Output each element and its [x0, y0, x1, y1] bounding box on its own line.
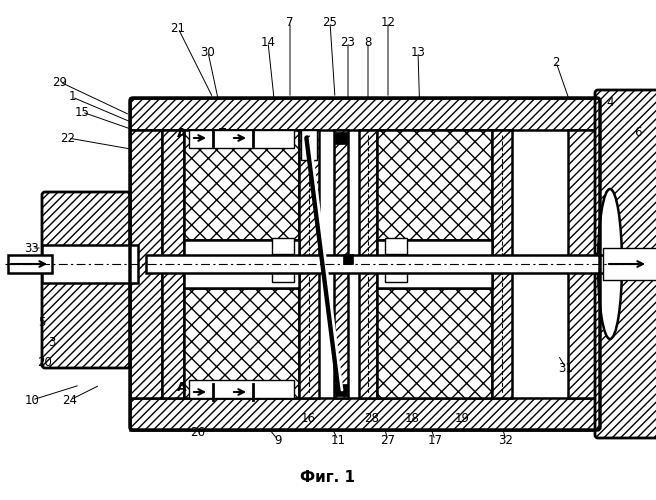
Text: 24: 24: [62, 394, 77, 406]
Text: 3: 3: [49, 336, 56, 348]
Text: 2: 2: [552, 56, 560, 68]
Bar: [492, 130, 512, 398]
Bar: [130, 98, 600, 430]
Text: 15: 15: [75, 106, 89, 118]
Bar: [184, 288, 299, 398]
Bar: [130, 398, 600, 430]
Text: 29: 29: [52, 76, 68, 88]
Bar: [162, 130, 184, 398]
Bar: [130, 98, 600, 130]
Text: 11: 11: [331, 434, 346, 446]
FancyBboxPatch shape: [595, 90, 656, 438]
Text: 33: 33: [25, 242, 39, 254]
Bar: [272, 266, 294, 282]
Text: 9: 9: [274, 434, 281, 446]
Text: Б: Б: [218, 381, 227, 394]
Bar: [146, 255, 656, 273]
Text: 25: 25: [323, 16, 337, 28]
Bar: [385, 266, 407, 282]
Text: 20: 20: [37, 356, 52, 368]
Bar: [343, 254, 353, 264]
Text: 14: 14: [260, 36, 276, 49]
Text: А: А: [177, 127, 187, 140]
Text: А: А: [177, 381, 187, 394]
Text: 27: 27: [380, 434, 396, 446]
Text: 10: 10: [24, 394, 39, 406]
Bar: [359, 130, 377, 398]
Text: 13: 13: [411, 46, 426, 59]
Bar: [595, 255, 656, 273]
Bar: [334, 130, 348, 398]
Bar: [603, 248, 656, 280]
Bar: [301, 130, 317, 160]
Bar: [377, 130, 492, 240]
Text: 31: 31: [558, 362, 573, 374]
Text: 32: 32: [499, 434, 514, 446]
Bar: [377, 240, 492, 288]
Text: 19: 19: [455, 412, 470, 424]
Text: 23: 23: [340, 36, 356, 49]
Text: 16: 16: [300, 412, 316, 424]
Text: 18: 18: [405, 412, 419, 424]
Text: 26: 26: [190, 426, 205, 438]
Text: 17: 17: [428, 434, 443, 446]
FancyBboxPatch shape: [42, 192, 130, 368]
Bar: [335, 132, 347, 144]
Text: 4: 4: [606, 96, 614, 108]
Text: 28: 28: [365, 412, 379, 424]
Bar: [130, 130, 162, 398]
Ellipse shape: [598, 189, 622, 339]
Text: 12: 12: [380, 16, 396, 28]
Bar: [189, 130, 294, 148]
Text: 6: 6: [634, 126, 642, 138]
Bar: [42, 245, 138, 283]
Bar: [335, 384, 347, 396]
Text: Фиг. 1: Фиг. 1: [300, 470, 356, 486]
Bar: [568, 130, 600, 398]
Text: Б: Б: [218, 127, 227, 140]
Text: 8: 8: [364, 36, 372, 49]
Bar: [377, 288, 492, 398]
Text: 5: 5: [38, 316, 46, 328]
Text: 1: 1: [68, 90, 75, 104]
Bar: [299, 130, 319, 398]
Text: 21: 21: [171, 22, 186, 35]
Bar: [189, 380, 294, 398]
Bar: [272, 238, 294, 254]
Bar: [184, 130, 299, 240]
Bar: [184, 240, 299, 288]
Text: 7: 7: [286, 16, 294, 28]
Text: 30: 30: [201, 46, 215, 59]
Bar: [8, 255, 52, 273]
Text: 22: 22: [60, 132, 75, 144]
Bar: [385, 238, 407, 254]
